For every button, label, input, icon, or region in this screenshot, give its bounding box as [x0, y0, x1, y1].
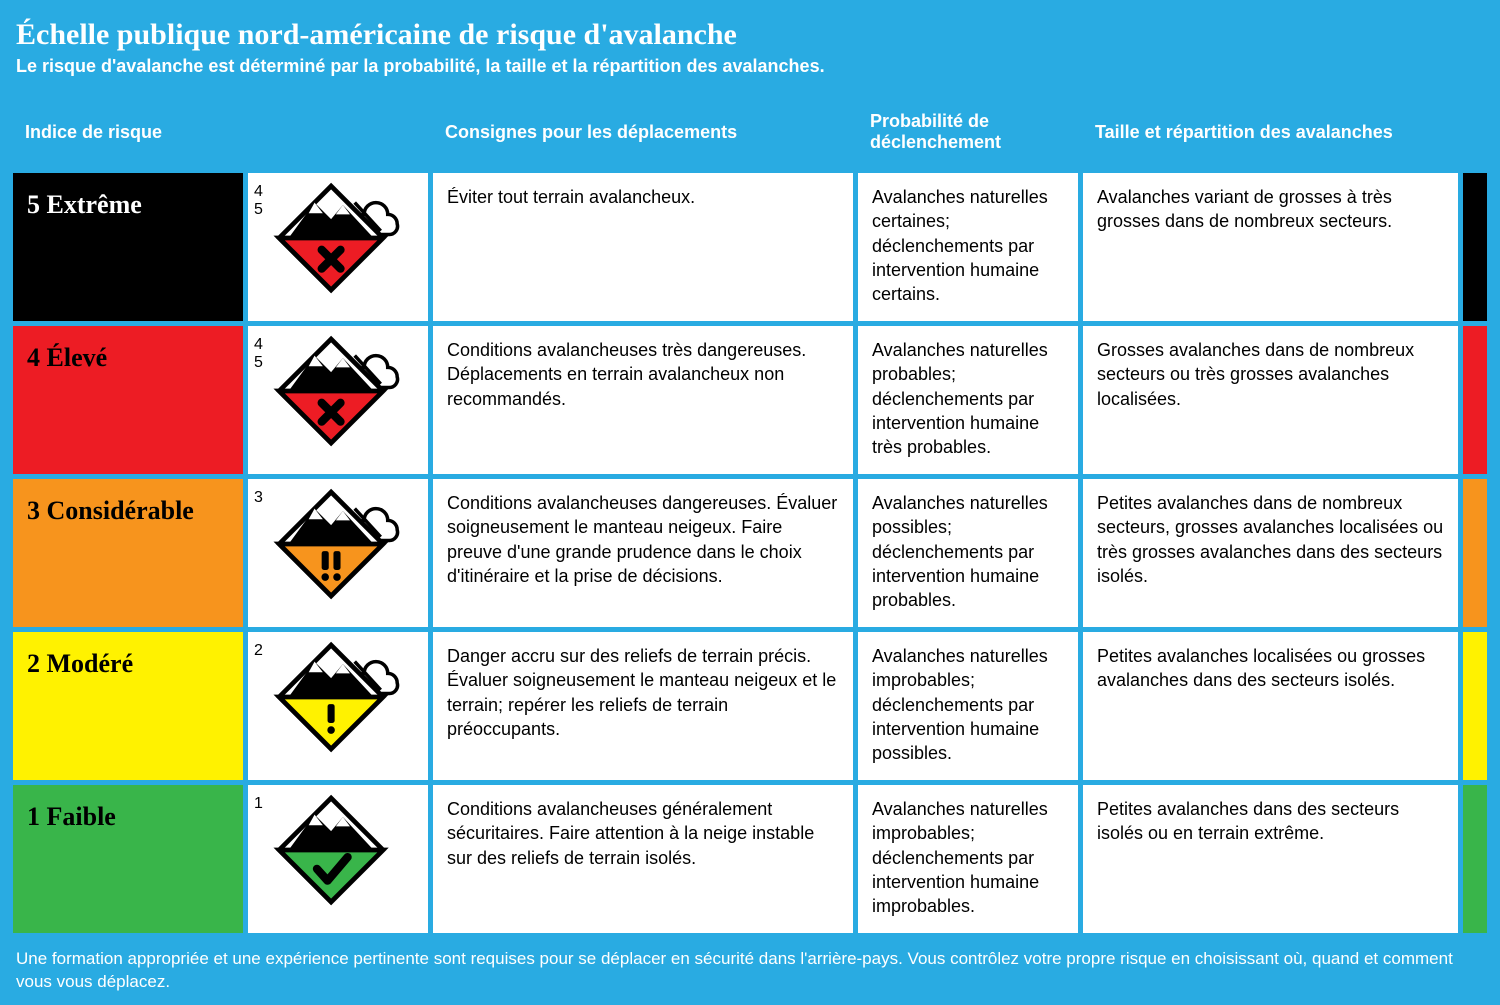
color-stripe: [1463, 785, 1487, 933]
table-row: 2 Modéré 2 Danger accru sur des reliefs …: [13, 632, 1487, 780]
color-stripe: [1463, 326, 1487, 474]
page-title: Échelle publique nord-américaine de risq…: [16, 18, 1484, 52]
table-row: 1 Faible 1 Conditions avalancheuses géné…: [13, 785, 1487, 933]
avalanche-icon: [272, 791, 422, 915]
level-cell: 3 Considérable: [13, 479, 243, 627]
avalanche-icon: [272, 485, 422, 609]
level-cell: 1 Faible: [13, 785, 243, 933]
icon-number: 45: [254, 179, 268, 220]
col-header-size: Taille et répartition des avalanches: [1083, 96, 1487, 168]
size-cell: Petites avalanches localisées ou grosses…: [1083, 632, 1458, 780]
level-cell: 2 Modéré: [13, 632, 243, 780]
travel-cell: Danger accru sur des reliefs de terrain …: [433, 632, 853, 780]
icon-cell: 45: [248, 326, 428, 474]
header: Échelle publique nord-américaine de risq…: [8, 8, 1492, 91]
table-row: 5 Extrême 45 Éviter tout terrain avalanc…: [13, 173, 1487, 321]
avalanche-icon: [272, 179, 422, 303]
col-header-travel: Consignes pour les déplacements: [433, 96, 853, 168]
icon-number: 2: [254, 638, 268, 660]
table-header-row: Indice de risque Consignes pour les dépl…: [13, 96, 1487, 168]
likelihood-cell: Avalanches naturelles improbables; décle…: [858, 785, 1078, 933]
travel-cell: Conditions avalancheuses dangereuses. Év…: [433, 479, 853, 627]
travel-cell: Conditions avalancheuses généralement sé…: [433, 785, 853, 933]
icon-cell: 1: [248, 785, 428, 933]
footer-note: Une formation appropriée et une expérien…: [8, 938, 1492, 998]
avalanche-scale-panel: Échelle publique nord-américaine de risq…: [0, 0, 1500, 1005]
level-cell: 4 Élevé: [13, 326, 243, 474]
likelihood-cell: Avalanches naturelles certaines; déclenc…: [858, 173, 1078, 321]
avalanche-icon: [272, 638, 422, 762]
col-header-icon: [248, 96, 428, 168]
page-subtitle: Le risque d'avalanche est déterminé par …: [16, 56, 1484, 77]
col-header-level: Indice de risque: [13, 96, 243, 168]
color-stripe: [1463, 479, 1487, 627]
color-stripe: [1463, 632, 1487, 780]
icon-cell: 3: [248, 479, 428, 627]
size-cell: Grosses avalanches dans de nombreux sect…: [1083, 326, 1458, 474]
table-row: 4 Élevé 45 Conditions avalancheuses très…: [13, 326, 1487, 474]
likelihood-cell: Avalanches naturelles improbables; décle…: [858, 632, 1078, 780]
size-cell: Petites avalanches dans des secteurs iso…: [1083, 785, 1458, 933]
size-cell: Avalanches variant de grosses à très gro…: [1083, 173, 1458, 321]
icon-number: 1: [254, 791, 268, 813]
size-cell: Petites avalanches dans de nombreux sect…: [1083, 479, 1458, 627]
icon-number: 45: [254, 332, 268, 373]
avalanche-icon: [272, 332, 422, 456]
level-cell: 5 Extrême: [13, 173, 243, 321]
icon-cell: 45: [248, 173, 428, 321]
travel-cell: Éviter tout terrain avalancheux.: [433, 173, 853, 321]
likelihood-cell: Avalanches naturelles possibles; déclenc…: [858, 479, 1078, 627]
table-row: 3 Considérable 3 Conditions avalancheuse…: [13, 479, 1487, 627]
travel-cell: Conditions avalancheuses très dangereuse…: [433, 326, 853, 474]
col-header-likelihood: Probabilité de déclenchement: [858, 96, 1078, 168]
icon-cell: 2: [248, 632, 428, 780]
icon-number: 3: [254, 485, 268, 507]
color-stripe: [1463, 173, 1487, 321]
likelihood-cell: Avalanches naturelles probables; déclenc…: [858, 326, 1078, 474]
risk-table: Indice de risque Consignes pour les dépl…: [8, 91, 1492, 938]
